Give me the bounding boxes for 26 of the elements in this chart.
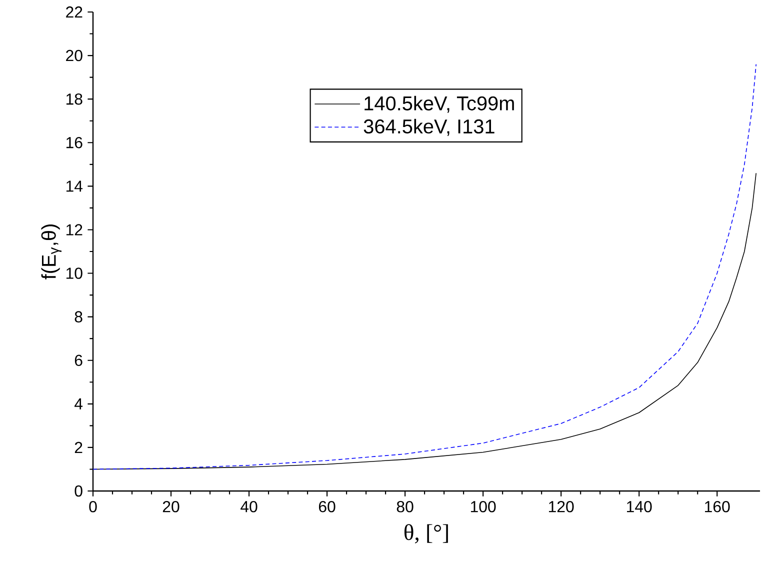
y-tick-label: 0 — [74, 485, 82, 497]
y-axis-title: f(E$_{γ}$,θ) — [41, 224, 62, 280]
x-tick-label: 160 — [705, 501, 730, 512]
y-tick-label: 2 — [74, 442, 82, 454]
x-tick-label: 60 — [318, 501, 336, 512]
x-tick-label: 0 — [89, 501, 97, 512]
line-series — [92, 64, 757, 470]
x-tick-label: 100 — [470, 501, 496, 512]
legend-label: 364.5keV, I131 — [364, 118, 494, 136]
y-tick-label: 22 — [66, 6, 82, 18]
y-tick-label: 8 — [74, 311, 82, 322]
x-tick-label: 120 — [548, 501, 574, 512]
legend-label: 140.5keV, Tc99m — [364, 96, 514, 113]
y-tick-label: 12 — [66, 224, 82, 236]
y-tick-label: 16 — [66, 136, 82, 148]
y-tick-label: 20 — [66, 50, 82, 62]
y-tick-label: 6 — [74, 354, 82, 366]
x-tick-label: 140 — [627, 501, 652, 512]
y-tick-label: 10 — [66, 268, 82, 279]
x-tick-label: 40 — [240, 501, 258, 512]
y-tick-label: 4 — [74, 398, 83, 410]
y-tick-label: 14 — [66, 180, 83, 192]
x-axis-title: θ, [°] — [404, 524, 448, 544]
y-tick-label: 18 — [66, 93, 82, 105]
x-tick-label: 80 — [396, 501, 414, 512]
x-tick-label: 20 — [162, 501, 180, 512]
